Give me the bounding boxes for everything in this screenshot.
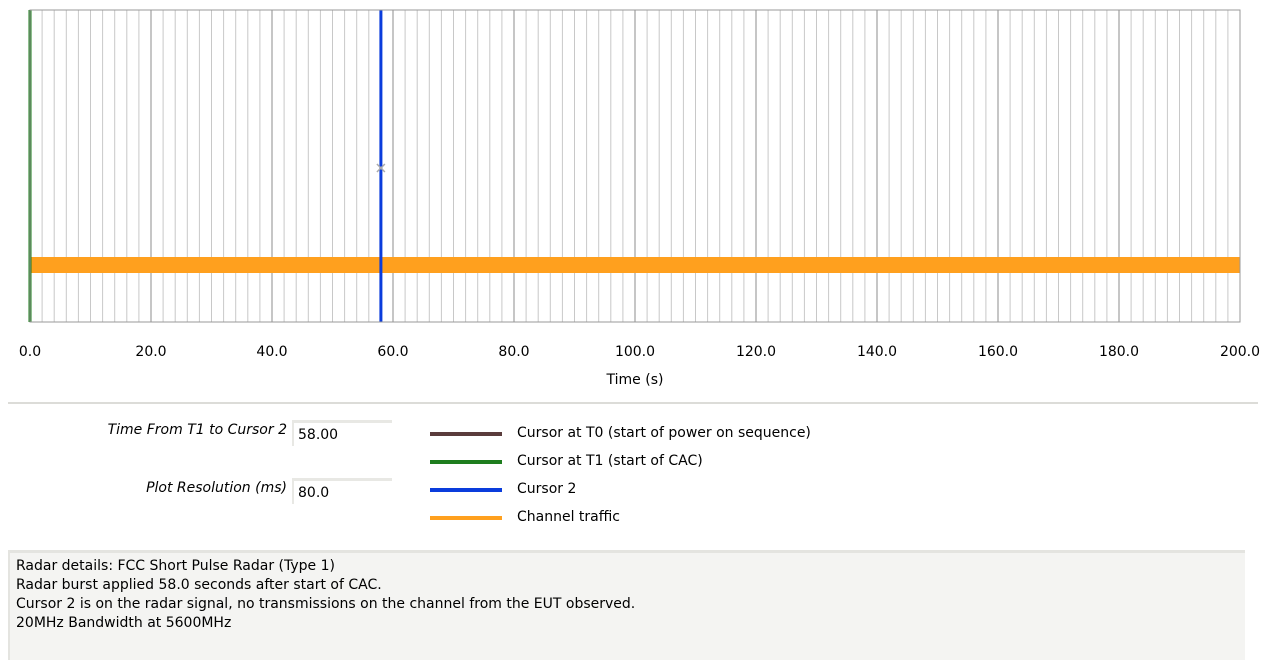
legend-swatch <box>430 516 502 520</box>
x-axis-label: Time (s) <box>606 372 664 388</box>
control-label: Plot Resolution (ms) <box>146 480 287 496</box>
x-tick-label: 100.0 <box>615 344 655 360</box>
control-label: Time From T1 to Cursor 2 <box>107 422 287 438</box>
detail-line: Cursor 2 is on the radar signal, no tran… <box>16 596 636 612</box>
legend-swatch <box>430 460 502 464</box>
control-field: 58.00 <box>292 420 392 446</box>
legend-swatch <box>430 432 502 436</box>
plot-frame <box>29 9 1241 323</box>
legend-label: Channel traffic <box>517 509 620 525</box>
x-tick-label: 120.0 <box>736 344 776 360</box>
detail-line: Radar details: FCC Short Pulse Radar (Ty… <box>16 558 335 574</box>
legend-label: Cursor at T1 (start of CAC) <box>517 453 703 469</box>
x-tick-label: 20.0 <box>135 344 166 360</box>
separator <box>8 402 1258 404</box>
x-tick-label: 200.0 <box>1220 344 1260 360</box>
legend-label: Cursor 2 <box>517 481 577 497</box>
x-tick-label: 60.0 <box>377 344 408 360</box>
cursor-handle <box>376 163 386 173</box>
legend-label: Cursor at T0 (start of power on sequence… <box>517 425 811 441</box>
x-tick-label: 140.0 <box>857 344 897 360</box>
x-tick-label: 180.0 <box>1099 344 1139 360</box>
details-box: Radar details: FCC Short Pulse Radar (Ty… <box>8 550 1245 660</box>
x-tick-label: 80.0 <box>498 344 529 360</box>
control-field: 80.0 <box>292 478 392 504</box>
x-tick-label: 40.0 <box>256 344 287 360</box>
detail-line: Radar burst applied 58.0 seconds after s… <box>16 577 382 593</box>
detail-line: 20MHz Bandwidth at 5600MHz <box>16 615 232 631</box>
x-tick-label: 160.0 <box>978 344 1018 360</box>
x-tick-label: 0.0 <box>19 344 41 360</box>
legend-swatch <box>430 488 502 492</box>
chart: Time (s) 0.0 20.0 40.0 60.0 80.0 100.0 120.0 14… <box>19 9 1260 388</box>
